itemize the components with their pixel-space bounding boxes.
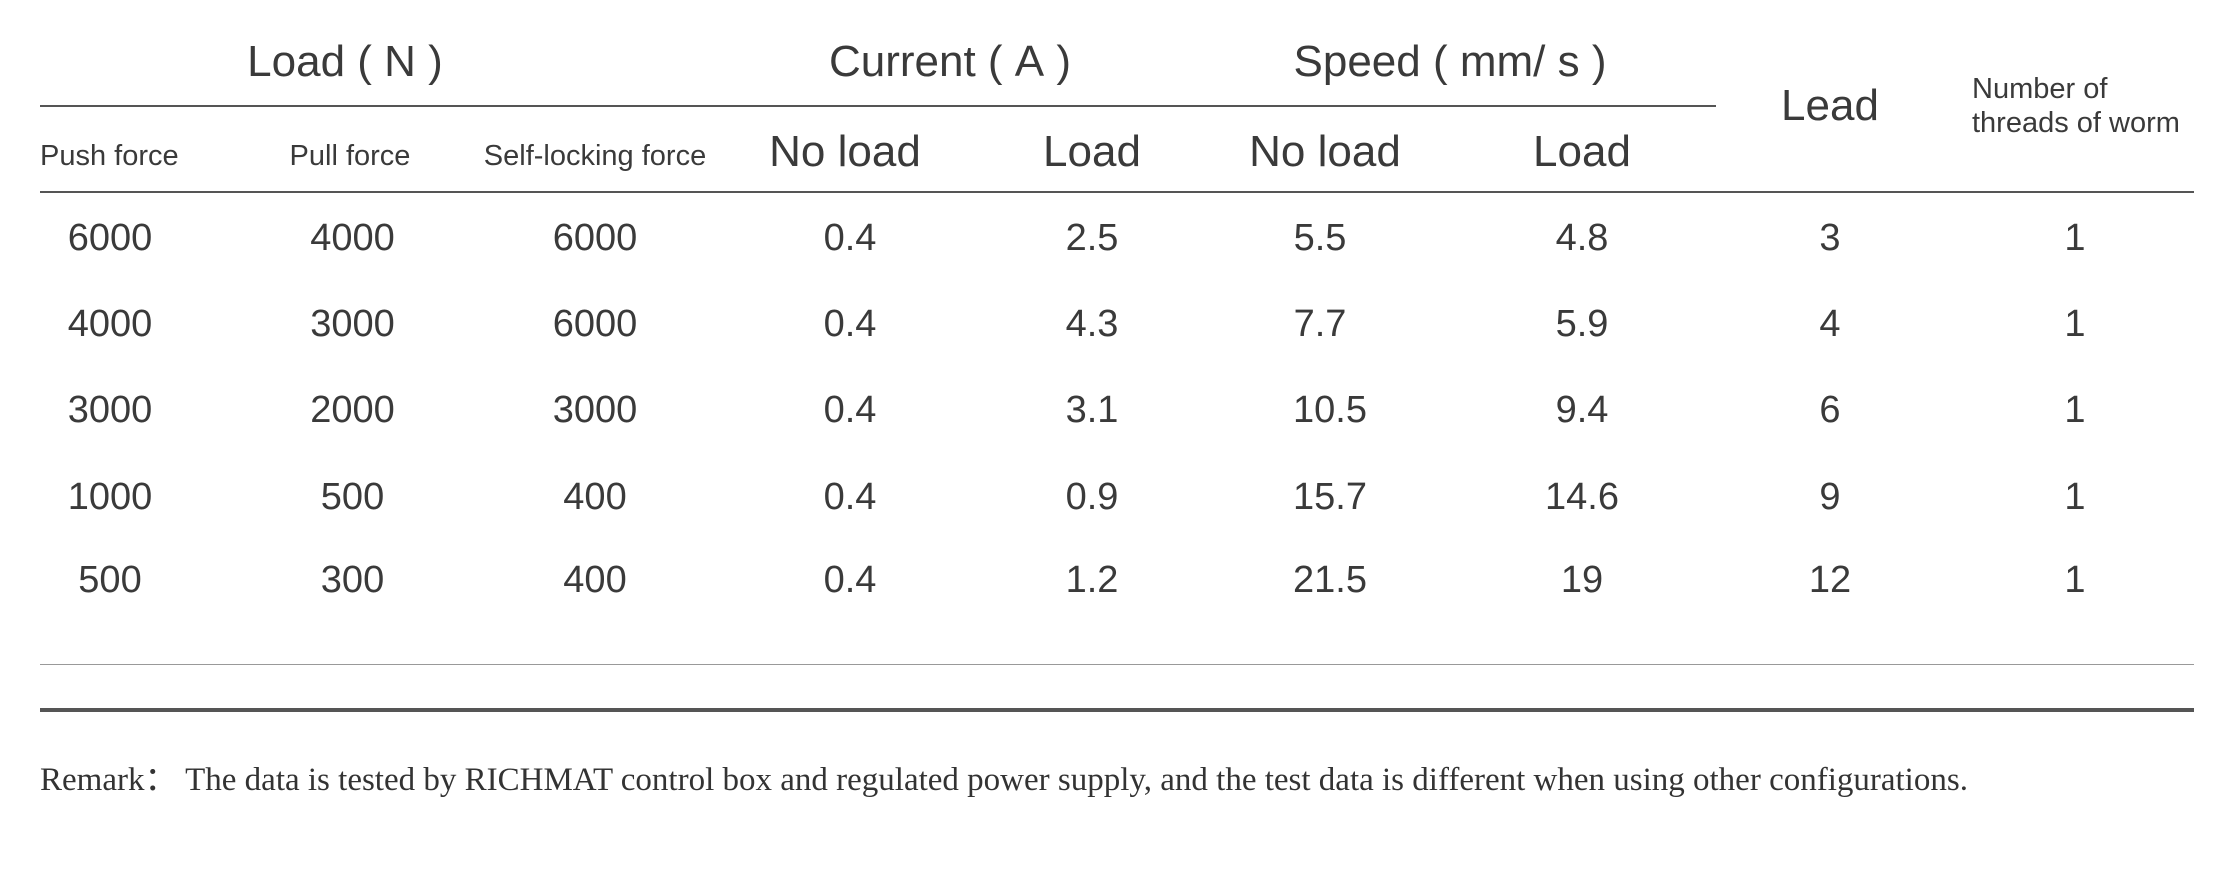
header-group-load: Load ( N ) [247,37,443,86]
cell-pull-force: 4000 [310,217,395,259]
table-row: 6000 4000 6000 0.4 2.5 5.5 4.8 3 1 [0,208,2216,268]
remark-note: Remark： The data is tested by RICHMAT co… [40,762,1968,798]
group-underline [40,105,1716,107]
header-self-locking-force: Self-locking force [483,140,707,172]
header-group-speed: Speed ( mm/ s ) [1293,37,1607,86]
header-threads-line1: Number of [1972,73,2108,105]
cell-speed-load: 9.4 [1555,389,1609,431]
cell-push-force: 1000 [67,476,153,518]
table-row: 500 300 400 0.4 1.2 21.5 19 12 1 [0,550,2216,610]
table-row: 4000 3000 6000 0.4 4.3 7.7 5.9 4 1 [0,294,2216,354]
header-lead: Lead [1781,81,1879,130]
cell-speed-no-load: 10.5 [1293,389,1367,431]
cell-lead: 9 [1819,476,1841,518]
header-pull-force: Pull force [289,140,411,172]
cell-pull-force: 3000 [310,303,395,345]
cell-push-force: 4000 [67,303,153,345]
cell-current-load: 4.3 [1065,303,1119,345]
cell-speed-load: 14.6 [1545,476,1619,518]
cell-lead: 6 [1819,389,1841,431]
cell-current-no-load: 0.4 [823,559,877,601]
cell-threads: 1 [2064,559,2086,601]
cell-self-locking-force: 6000 [552,303,638,345]
header-speed-no-load: No load [1249,127,1401,176]
cell-current-load: 3.1 [1065,389,1119,431]
cell-threads: 1 [2064,303,2086,345]
cell-self-locking-force: 400 [563,476,627,518]
cell-speed-load: 5.9 [1555,303,1609,345]
header-group-current: Current ( A ) [828,37,1072,86]
cell-speed-no-load: 21.5 [1293,559,1367,601]
cell-speed-no-load: 7.7 [1293,303,1347,345]
cell-pull-force: 300 [320,559,385,601]
cell-self-locking-force: 6000 [552,217,638,259]
cell-pull-force: 500 [320,476,385,518]
header-push-force: Push force [40,140,179,172]
header-current-no-load: No load [769,127,921,176]
cell-lead: 4 [1819,303,1841,345]
cell-threads: 1 [2064,476,2086,518]
cell-current-load: 1.2 [1065,559,1119,601]
header-divider [40,191,2194,193]
cell-threads: 1 [2064,389,2086,431]
cell-self-locking-force: 400 [563,559,627,601]
table-end-thin-rule [40,664,2194,665]
table-row: 1000 500 400 0.4 0.9 15.7 14.6 9 1 [0,467,2216,527]
header-threads-of-worm: Number of threads of worm [1972,72,2202,140]
header-speed-load: Load [1533,127,1631,176]
table-row: 3000 2000 3000 0.4 3.1 10.5 9.4 6 1 [0,380,2216,440]
cell-lead: 3 [1819,217,1841,259]
cell-current-load: 2.5 [1065,217,1119,259]
cell-speed-no-load: 5.5 [1293,217,1347,259]
header-current-load: Load [1043,127,1141,176]
cell-speed-load: 4.8 [1555,217,1609,259]
cell-push-force: 500 [78,559,142,601]
cell-lead: 12 [1808,559,1852,601]
cell-current-no-load: 0.4 [823,389,877,431]
table-end-thick-rule [40,708,2194,712]
cell-pull-force: 2000 [310,389,395,431]
cell-speed-load: 19 [1560,559,1604,601]
cell-speed-no-load: 15.7 [1293,476,1367,518]
cell-threads: 1 [2064,217,2086,259]
cell-self-locking-force: 3000 [552,389,638,431]
cell-current-no-load: 0.4 [823,476,877,518]
header-threads-line2: threads of worm [1972,107,2180,139]
cell-current-no-load: 0.4 [823,303,877,345]
cell-current-load: 0.9 [1065,476,1119,518]
cell-push-force: 6000 [67,217,153,259]
cell-push-force: 3000 [67,389,153,431]
cell-current-no-load: 0.4 [823,217,877,259]
